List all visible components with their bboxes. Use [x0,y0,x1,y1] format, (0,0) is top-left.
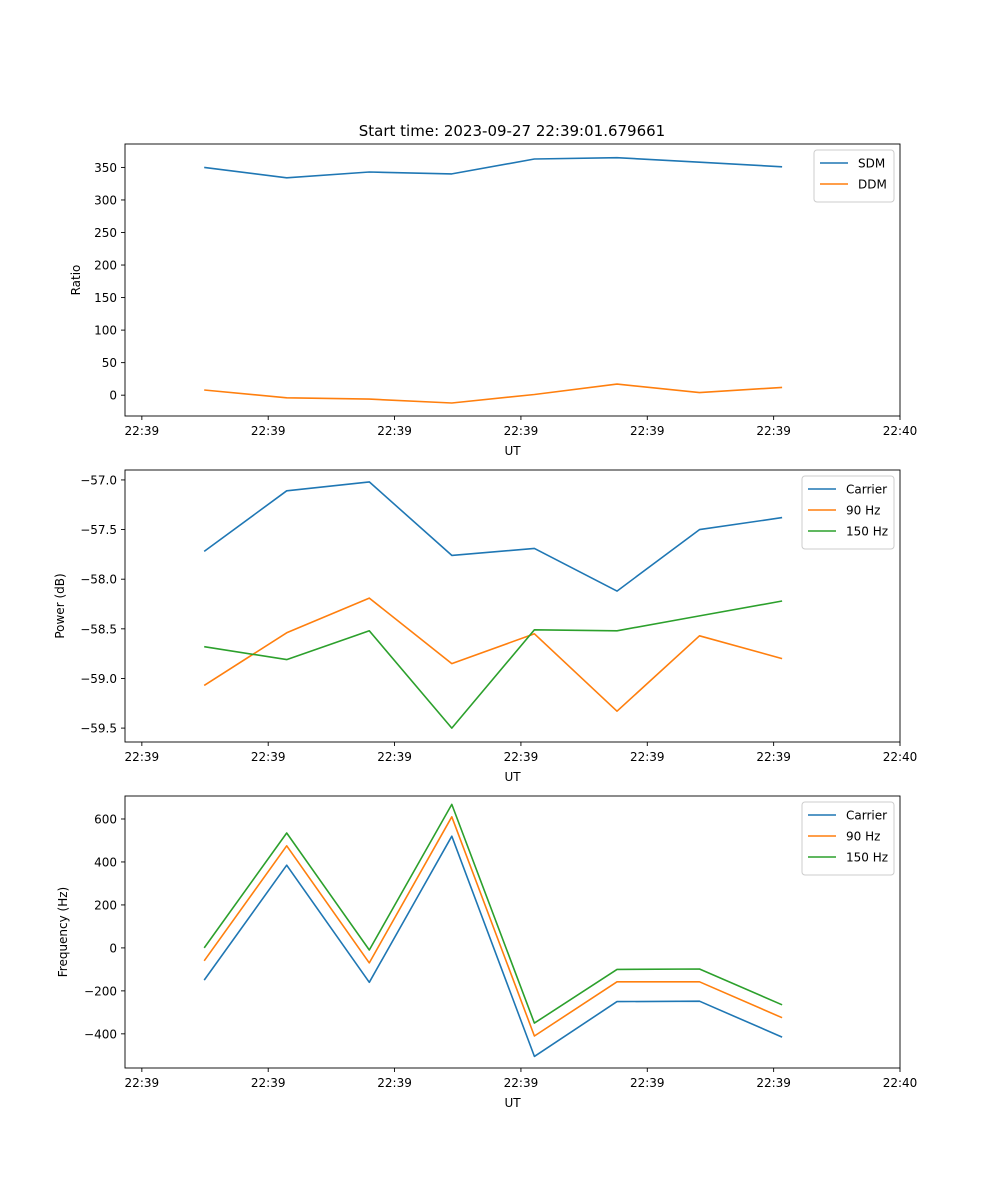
power-x-tick-label: 22:39 [251,750,286,764]
ratio-y-tick-label: 0 [109,389,117,403]
power-y-tick-label: −58.0 [80,573,117,587]
ratio-axes-frame [124,143,901,417]
ratio-y-tick-label: 250 [94,226,117,240]
power-axes-frame [124,469,901,743]
ratio-legend-label: DDM [858,178,887,192]
frequency-axes-frame [124,795,901,1069]
ratio-y-tick-label: 50 [102,356,117,370]
power-x-tick-label: 22:39 [504,750,539,764]
power-legend-label: 150 Hz [846,525,888,539]
frequency-x-tick-label: 22:39 [756,1076,791,1090]
power-x-tick-label: 22:40 [883,750,918,764]
frequency-x-tick-label: 22:39 [251,1076,286,1090]
power-y-tick-label: −58.5 [80,622,117,636]
frequency-x-tick-label: 22:40 [883,1076,918,1090]
frequency-x-tick-label: 22:39 [377,1076,412,1090]
ratio-y-axis-label: Ratio [69,265,83,296]
power-series-90-hz [203,597,783,713]
frequency-legend-label: 90 Hz [846,830,880,844]
frequency-legend-label: Carrier [846,809,887,823]
frequency-panel: 22:39 22:39 22:39 22:39 22:39 22:39 22:40 600 40… [56,795,918,1110]
frequency-series-90-hz [203,815,783,1037]
ratio-y-tick-label: 100 [94,324,117,338]
frequency-y-tick-label: 400 [94,855,117,869]
ratio-y-tick-label: 350 [94,161,117,175]
power-x-tick-label: 22:39 [756,750,791,764]
ratio-y-tick-label: 200 [94,259,117,273]
power-x-tick-label: 22:39 [125,750,160,764]
frequency-series-150-hz [203,803,783,1024]
ratio-x-tick-label: 22:39 [377,424,412,438]
power-y-axis-label: Power (dB) [53,573,67,638]
ratio-x-tick-label: 22:39 [125,424,160,438]
ratio-x-tick-label: 22:39 [630,424,665,438]
ratio-y-tick-label: 300 [94,193,117,207]
ratio-series-ddm [204,383,783,404]
frequency-y-tick-label: −400 [84,1027,117,1041]
ratio-panel: 22:39 22:39 22:39 22:39 22:39 22:39 22:40 0 50 10… [69,143,918,458]
frequency-series-carrier [203,835,783,1058]
figure-title: Start time: 2023-09-27 22:39:01.679661 [359,122,665,140]
ratio-series-sdm [204,156,783,179]
ratio-legend: SDM DDM [813,149,895,203]
power-y-tick-label: −57.0 [80,473,117,487]
power-y-tick-label: −57.5 [80,523,117,537]
frequency-x-tick-label: 22:39 [504,1076,539,1090]
frequency-y-tick-label: 200 [94,898,117,912]
power-y-tick-label: −59.5 [80,722,117,736]
ratio-legend-label: SDM [858,157,885,171]
ratio-y-tick-label: 150 [94,291,117,305]
power-panel: 22:39 22:39 22:39 22:39 22:39 22:39 22:40 −57.0… [53,469,918,784]
ratio-x-tick-label: 22:40 [883,424,918,438]
power-y-tick-label: −59.0 [80,672,117,686]
power-series-150-hz [204,600,783,729]
power-x-tick-label: 22:39 [377,750,412,764]
frequency-legend: Carrier 90 Hz 150 Hz [801,801,895,876]
frequency-x-axis-label: UT [504,1096,521,1110]
frequency-x-tick-label: 22:39 [630,1076,665,1090]
frequency-y-axis-label: Frequency (Hz) [56,887,70,978]
frequency-x-tick-label: 22:39 [125,1076,160,1090]
power-x-axis-label: UT [504,770,521,784]
power-legend: Carrier 90 Hz 150 Hz [801,475,895,550]
frequency-y-tick-label: −200 [84,984,117,998]
ratio-x-tick-label: 22:39 [251,424,286,438]
power-series-carrier [203,481,783,592]
power-legend-label: 90 Hz [846,504,880,518]
ratio-x-axis-label: UT [504,444,521,458]
ratio-x-tick-label: 22:39 [756,424,791,438]
frequency-y-tick-label: 0 [109,941,117,955]
power-x-tick-label: 22:39 [630,750,665,764]
power-legend-label: Carrier [846,483,887,497]
frequency-y-tick-label: 600 [94,812,117,826]
ratio-x-tick-label: 22:39 [504,424,539,438]
frequency-legend-label: 150 Hz [846,851,888,865]
